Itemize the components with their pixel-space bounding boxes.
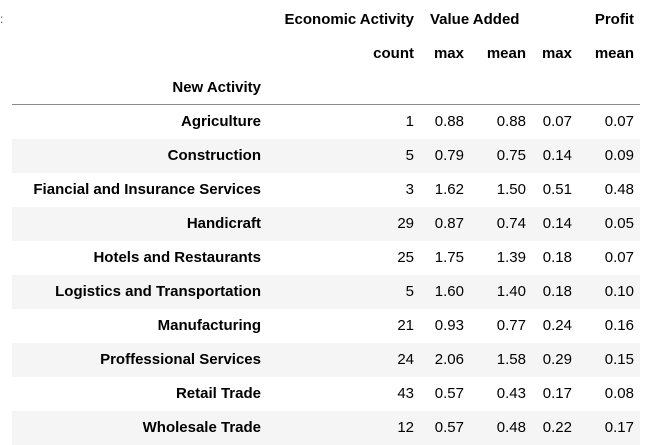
row-label: Proffessional Services [100, 351, 261, 368]
cell-va-max: 0.79 [434, 147, 464, 164]
table-row: Hotels and Restaurants 25 1.75 1.39 0.18… [12, 240, 640, 275]
cell-va-max: 1.62 [434, 181, 464, 198]
cell-va-mean: 1.40 [496, 283, 526, 300]
cell-p-mean: 0.16 [604, 317, 634, 334]
table-row: Agriculture 1 0.88 0.88 0.07 0.07 [12, 104, 640, 139]
cell-va-mean: 1.58 [496, 351, 526, 368]
header-stat-va-max: max [433, 44, 464, 62]
table-row: Wholesale Trade 12 0.57 0.48 0.22 0.17 [12, 410, 640, 445]
cell-p-max: 0.22 [542, 419, 572, 436]
table-header: Economic Activity Value Added Profit cou… [12, 2, 640, 105]
table-row: Logistics and Transportation 5 1.60 1.40… [12, 274, 640, 309]
row-label: Logistics and Transportation [55, 283, 261, 300]
table-body: Agriculture 1 0.88 0.88 0.07 0.07 Constr… [12, 104, 640, 445]
cell-va-mean: 1.50 [496, 181, 526, 198]
cell-p-max: 0.14 [542, 215, 572, 232]
table-row: Retail Trade 43 0.57 0.43 0.17 0.08 [12, 376, 640, 411]
cell-va-mean: 0.75 [496, 147, 526, 164]
index-name: New Activity [12, 70, 267, 105]
cell-p-max: 0.24 [542, 317, 572, 334]
header-group-profit: Profit [594, 10, 634, 28]
cell-p-mean: 0.10 [604, 283, 634, 300]
cell-count: 12 [397, 419, 414, 436]
table-row: Proffessional Services 24 2.06 1.58 0.29… [12, 342, 640, 377]
cell-va-max: 0.93 [434, 317, 464, 334]
row-label: Construction [167, 147, 261, 164]
cell-count: 29 [397, 215, 414, 232]
header-row-stats: count max mean max mean [12, 36, 640, 70]
row-label: Handicraft [186, 215, 261, 232]
cell-va-max: 0.57 [434, 419, 464, 436]
cell-p-max: 0.51 [542, 181, 572, 198]
header-group-blank [532, 2, 578, 36]
cell-va-mean: 1.39 [496, 249, 526, 266]
cell-p-max: 0.17 [542, 385, 572, 402]
header-group-economic-activity: Economic Activity [284, 10, 414, 28]
cell-p-mean: 0.48 [604, 181, 634, 198]
cell-edge-marker: : [0, 12, 4, 26]
header-stat-p-max: max [541, 44, 572, 62]
cell-p-mean: 0.15 [604, 351, 634, 368]
cell-p-mean: 0.07 [604, 113, 634, 131]
cell-va-mean: 0.48 [496, 419, 526, 436]
cell-va-mean: 0.43 [496, 385, 526, 402]
row-label: Wholesale Trade [142, 419, 261, 436]
header-group-value-added: Value Added [430, 10, 520, 28]
row-label: Manufacturing [157, 317, 261, 334]
table-row: Manufacturing 21 0.93 0.77 0.24 0.16 [12, 308, 640, 343]
row-label: Fiancial and Insurance Services [33, 181, 261, 198]
cell-count: 24 [397, 351, 414, 368]
cell-va-mean: 0.77 [496, 317, 526, 334]
header-blank [12, 36, 267, 70]
table-row: Construction 5 0.79 0.75 0.14 0.09 [12, 138, 640, 173]
cell-count: 1 [405, 113, 414, 131]
header-stat-count: count [373, 44, 414, 62]
cell-count: 5 [405, 147, 414, 164]
cell-p-max: 0.07 [542, 113, 572, 131]
cell-p-mean: 0.17 [604, 419, 634, 436]
cell-p-mean: 0.07 [604, 249, 634, 266]
cell-va-max: 1.60 [434, 283, 464, 300]
cell-va-max: 0.57 [434, 385, 464, 402]
cell-p-max: 0.29 [542, 351, 572, 368]
header-row-groups: Economic Activity Value Added Profit [12, 2, 640, 36]
cell-count: 3 [405, 181, 414, 198]
cell-p-mean: 0.09 [604, 147, 634, 164]
cell-va-mean: 0.88 [496, 113, 526, 131]
cell-p-max: 0.18 [542, 249, 572, 266]
cell-count: 25 [397, 249, 414, 266]
cell-count: 21 [397, 317, 414, 334]
cell-va-max: 0.88 [434, 113, 464, 131]
header-row-index: New Activity [12, 70, 640, 105]
table-row: Handicraft 29 0.87 0.74 0.14 0.05 [12, 206, 640, 241]
row-label: Hotels and Restaurants [93, 249, 261, 266]
cell-va-max: 2.06 [434, 351, 464, 368]
row-label: Agriculture [180, 113, 261, 131]
cell-p-max: 0.18 [542, 283, 572, 300]
cell-p-mean: 0.05 [604, 215, 634, 232]
cell-p-max: 0.14 [542, 147, 572, 164]
cell-count: 43 [397, 385, 414, 402]
dataframe-table: Economic Activity Value Added Profit cou… [12, 2, 640, 445]
cell-count: 5 [405, 283, 414, 300]
header-stat-p-mean: mean [594, 44, 634, 62]
header-blank [12, 2, 267, 36]
cell-va-max: 0.87 [434, 215, 464, 232]
row-label: Retail Trade [175, 385, 261, 402]
cell-va-mean: 0.74 [496, 215, 526, 232]
header-stat-va-mean: mean [486, 44, 526, 62]
cell-va-max: 1.75 [434, 249, 464, 266]
table-row: Fiancial and Insurance Services 3 1.62 1… [12, 172, 640, 207]
cell-p-mean: 0.08 [604, 385, 634, 402]
